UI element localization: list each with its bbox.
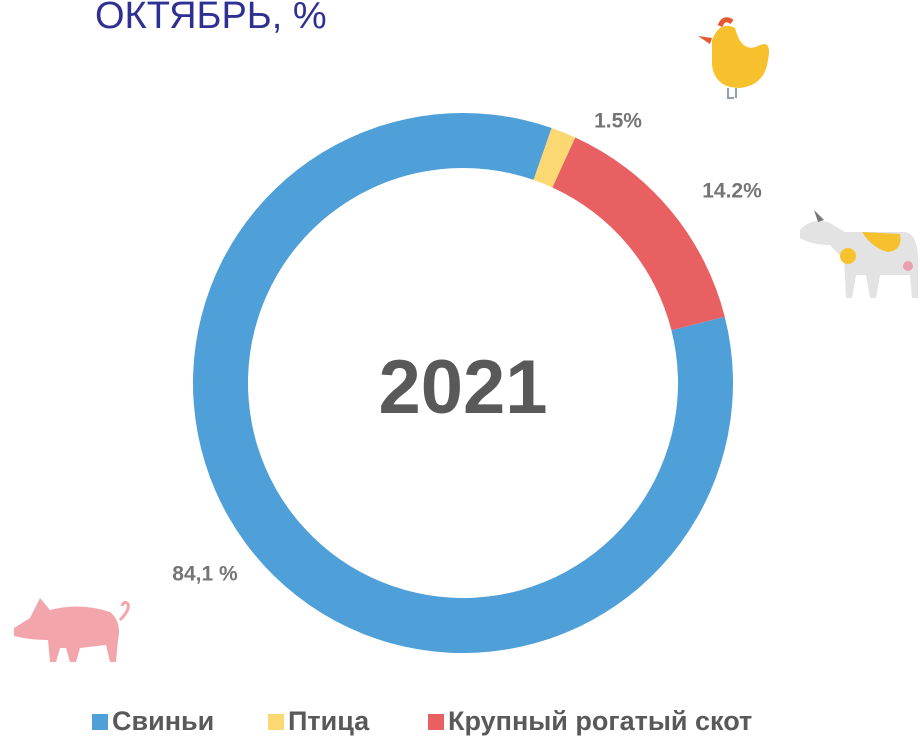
chicken-icon [698,17,769,99]
cow-icon [800,210,918,298]
center-text: 2021 [378,345,547,430]
legend-swatch [268,714,284,730]
data-label: 1.5% [594,110,642,133]
chart-title: ОКТЯБРЬ, % [95,0,327,37]
data-label: 84,1 % [172,563,238,586]
donut-segment [552,137,725,331]
legend-label: Крупный рогатый скот [448,706,752,736]
legend-swatch [428,714,444,730]
donut-segment [533,127,576,188]
data-label: 14.2% [702,180,762,203]
legend-swatch [92,714,108,730]
pig-icon [14,598,130,662]
legend-label: Птица [288,706,370,736]
legend-label: Свиньи [112,706,214,736]
